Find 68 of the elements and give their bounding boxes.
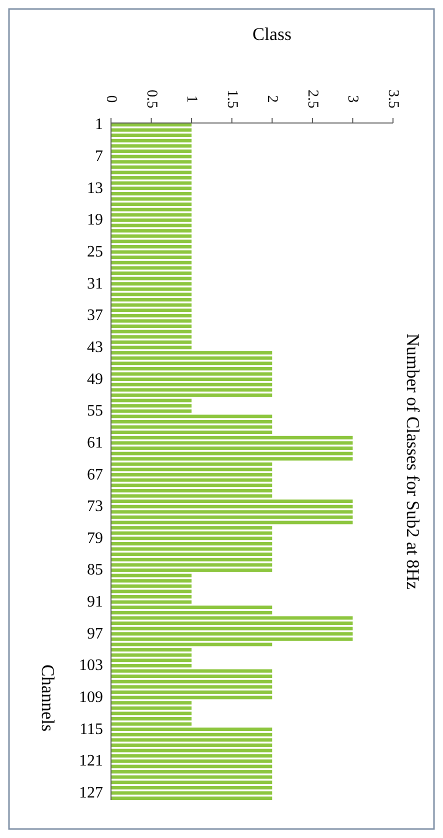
bar — [111, 500, 353, 503]
bar — [111, 298, 192, 302]
y-tick-label: 19 — [87, 212, 103, 229]
bar — [111, 324, 192, 328]
x-tick-label: 1.5 — [224, 90, 240, 108]
y-tick-label: 103 — [79, 657, 103, 674]
y-tick-label: 109 — [79, 689, 103, 706]
bar — [111, 690, 272, 694]
bar — [111, 393, 272, 397]
y-tick-label: 37 — [87, 307, 103, 324]
bar — [111, 420, 272, 424]
bar — [111, 244, 192, 248]
bar — [111, 595, 192, 598]
bar — [111, 446, 353, 450]
y-tick-label: 115 — [80, 720, 103, 738]
y-tick-label: 1 — [95, 116, 103, 134]
bar — [111, 701, 192, 705]
bar — [111, 674, 272, 678]
y-tick-label: 79 — [87, 530, 103, 547]
x-tick-label: 0.5 — [143, 90, 160, 108]
bar — [111, 218, 192, 222]
y-tick-label: 25 — [87, 244, 103, 261]
y-tick-label: 85 — [87, 562, 103, 579]
bar — [111, 256, 192, 260]
bar — [111, 515, 353, 519]
bar — [111, 366, 272, 370]
bar — [111, 272, 192, 275]
bar — [111, 664, 192, 668]
bar — [111, 552, 272, 556]
bar — [111, 404, 192, 408]
bar — [111, 378, 272, 382]
bar — [111, 351, 272, 354]
y-tick-label: 91 — [87, 594, 103, 611]
y-tick-label: 55 — [87, 402, 103, 420]
bar — [111, 202, 192, 206]
x-tick-label: 3 — [344, 95, 361, 103]
x-tick-label: 0 — [103, 95, 119, 103]
text: Number of Classes for Sub2 at 8Hz — [403, 334, 423, 590]
x-tick-label: 3.5 — [385, 90, 401, 108]
bar — [111, 150, 192, 153]
y-tick-label: 97 — [87, 625, 103, 642]
bar — [111, 526, 272, 530]
bar — [111, 648, 192, 652]
bar — [111, 744, 272, 747]
bar — [111, 542, 272, 546]
x-tick-label: 2 — [264, 95, 280, 103]
y-tick-label: 49 — [87, 370, 103, 388]
y-tick-label: 7 — [95, 148, 103, 166]
bar — [111, 796, 272, 800]
y-tick-label: 121 — [79, 752, 103, 770]
x-tick-label: 2.5 — [304, 90, 320, 108]
y-tick-label: 73 — [87, 498, 103, 516]
bar — [111, 622, 353, 625]
y-tick-label: 61 — [87, 434, 103, 452]
bar — [111, 770, 272, 774]
x-axis-title: Class — [252, 24, 292, 44]
y-tick-label: 127 — [79, 784, 103, 802]
y-tick-label: 67 — [87, 466, 103, 484]
y-axis-title: Channels — [38, 664, 58, 732]
y-tick-label: 31 — [87, 275, 103, 292]
bar — [111, 473, 272, 476]
bar — [111, 229, 192, 233]
y-tick-label: 13 — [87, 180, 103, 197]
y-tick-label: 43 — [87, 338, 103, 356]
bar — [111, 717, 192, 720]
bar — [111, 176, 192, 180]
bar — [111, 568, 272, 572]
x-tick-label: 1 — [184, 95, 200, 103]
